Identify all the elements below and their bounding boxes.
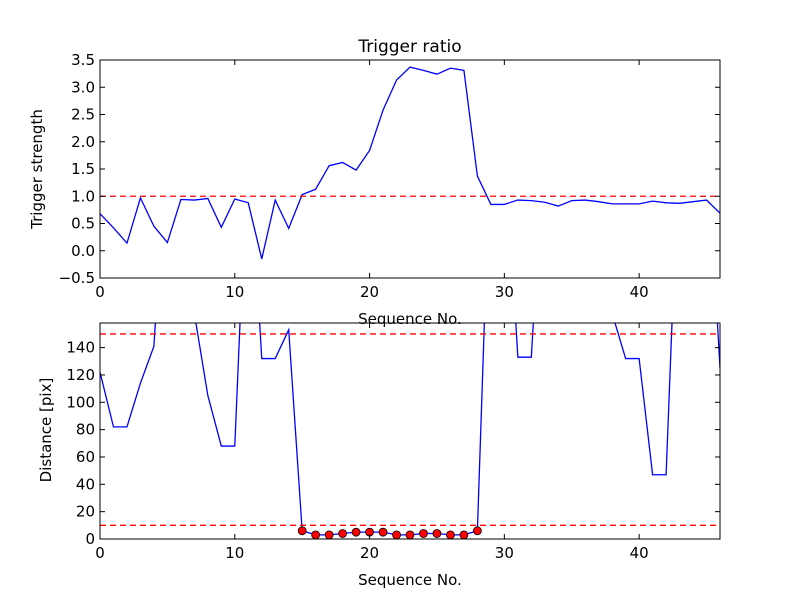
y-tick-label: 3.5 [71, 51, 95, 69]
bottom-chart: 0 10 20 30 40 0 20 40 60 80 100 120 140 Sequence No.… [37, 322, 721, 589]
y-tick-label: 0 [85, 530, 95, 548]
y-tick-label: 60 [76, 448, 95, 466]
bottom-plot-area: 0 10 20 30 40 0 20 40 60 80 100 120 140 [66, 322, 721, 562]
data-point [392, 530, 401, 539]
data-point [378, 527, 388, 537]
y-axis-label: Distance [pix] [37, 378, 55, 483]
data-point [446, 530, 455, 539]
y-tick-label: 1.5 [71, 160, 95, 178]
x-tick-label: 40 [630, 544, 649, 562]
data-point [472, 526, 482, 536]
x-tick-label: 30 [495, 283, 514, 301]
x-tick-label: 40 [630, 283, 649, 301]
y-tick-label: 20 [76, 503, 95, 521]
y-tick-label: 140 [66, 339, 95, 357]
series-line [100, 66, 720, 260]
y-axis-label: Trigger strength [28, 109, 46, 230]
plot-series-group [100, 66, 720, 260]
x-axis-label: Sequence No. [358, 310, 462, 328]
y-tick-label: 0.5 [71, 215, 95, 233]
data-point [324, 530, 334, 539]
x-tick-label: 0 [95, 283, 105, 301]
y-tick-label: 0.0 [71, 242, 95, 260]
x-tick-label: 30 [495, 544, 514, 562]
y-tick-label: 1.0 [71, 187, 95, 205]
data-point [419, 529, 428, 538]
y-tick-label: 2.0 [71, 133, 95, 151]
x-tick-label: 20 [360, 283, 379, 301]
chart-title: Trigger ratio [357, 37, 461, 57]
plot-series-group [100, 323, 720, 539]
x-axis-label: Sequence No. [358, 571, 462, 589]
x-tick-label: 10 [225, 544, 244, 562]
data-point [297, 526, 307, 536]
x-tick-label: 0 [95, 544, 105, 562]
x-tick-label: 10 [225, 283, 244, 301]
data-point [311, 530, 321, 539]
y-tick-label: −0.5 [59, 269, 95, 287]
y-tick-label: 80 [76, 421, 95, 439]
y-tick-label: 120 [66, 366, 95, 384]
data-point [338, 529, 348, 538]
data-point [459, 530, 469, 539]
data-point [432, 529, 442, 538]
top-plot-area: 0 10 20 30 40 −0.5 0.0 0.5 1.0 1.5 2.0 2.5 3.0 3.5 [59, 51, 721, 301]
y-tick-label: 2.5 [71, 106, 95, 124]
y-tick-label: 3.0 [71, 78, 95, 96]
x-tick-label: 20 [360, 544, 379, 562]
y-tick-label: 100 [66, 393, 95, 411]
data-point [405, 530, 415, 539]
plot-frame [99, 322, 721, 540]
y-tick-label: 40 [76, 475, 95, 493]
data-point [351, 527, 361, 537]
